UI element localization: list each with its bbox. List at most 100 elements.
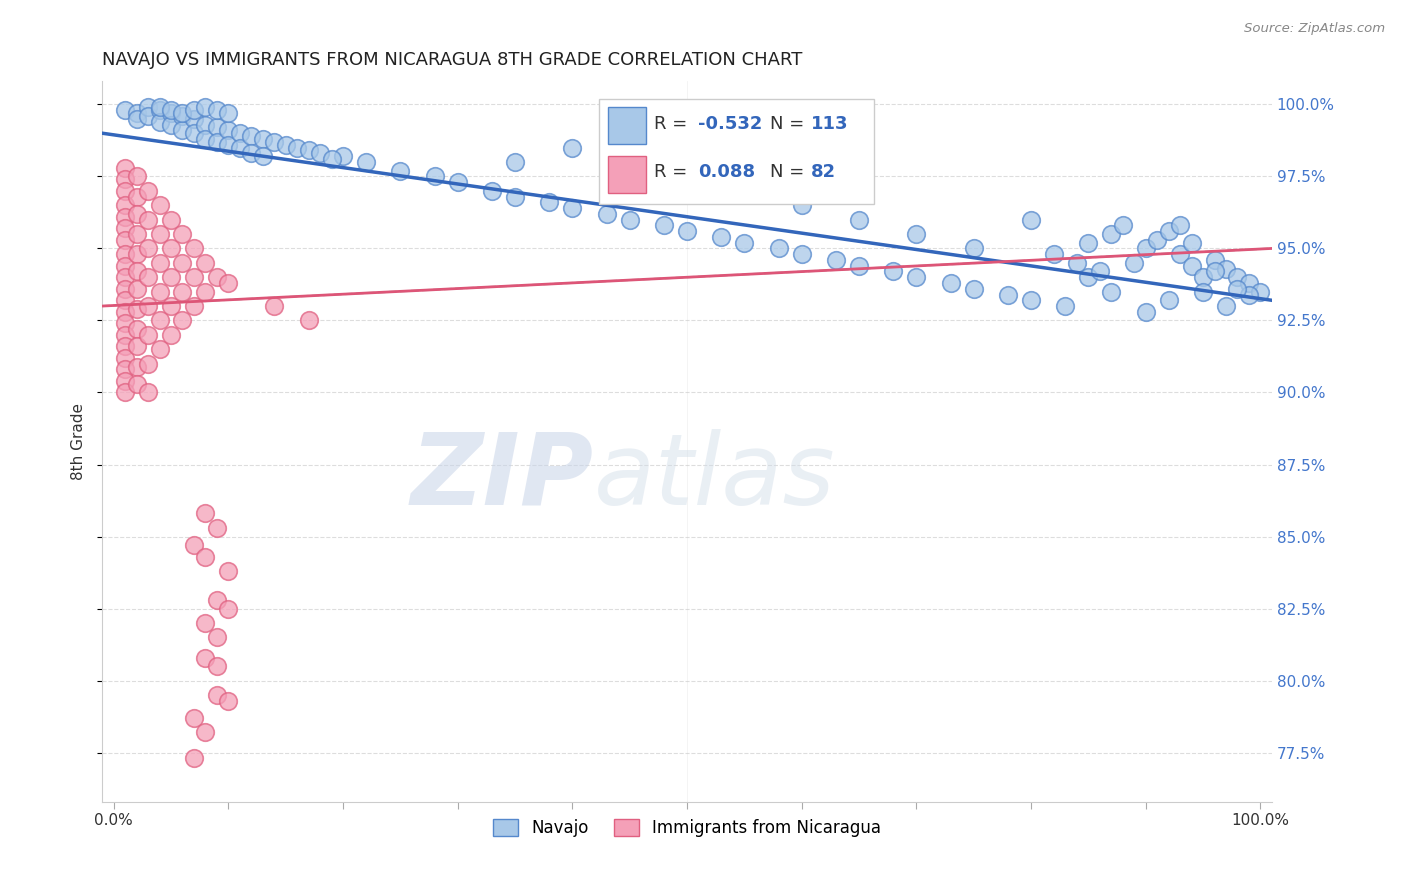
Point — [194, 118, 217, 132]
Point — [205, 120, 228, 135]
Point — [125, 112, 148, 126]
Point — [939, 276, 962, 290]
Point — [148, 227, 170, 241]
Point — [125, 106, 148, 120]
Point — [1157, 224, 1180, 238]
Point — [125, 189, 148, 203]
Point — [172, 123, 194, 137]
Point — [114, 172, 136, 186]
Point — [596, 207, 619, 221]
Point — [710, 230, 733, 244]
Point — [148, 256, 170, 270]
Point — [183, 112, 205, 126]
Point — [252, 132, 274, 146]
Point — [652, 219, 675, 233]
Point — [114, 198, 136, 212]
Point — [389, 163, 412, 178]
Point — [114, 270, 136, 285]
Point — [205, 593, 228, 607]
Point — [183, 242, 205, 256]
Point — [1157, 293, 1180, 308]
Point — [1077, 235, 1099, 250]
Point — [1099, 285, 1122, 299]
Point — [1215, 261, 1237, 276]
Point — [125, 264, 148, 278]
Point — [1099, 227, 1122, 241]
Point — [733, 184, 755, 198]
Point — [125, 359, 148, 374]
Point — [676, 224, 699, 238]
Point — [172, 256, 194, 270]
Point — [354, 155, 377, 169]
Text: atlas: atlas — [593, 429, 835, 526]
Point — [136, 299, 159, 313]
Point — [136, 184, 159, 198]
Point — [125, 339, 148, 353]
Point — [136, 270, 159, 285]
Point — [963, 282, 986, 296]
Text: NAVAJO VS IMMIGRANTS FROM NICARAGUA 8TH GRADE CORRELATION CHART: NAVAJO VS IMMIGRANTS FROM NICARAGUA 8TH … — [103, 51, 803, 69]
Point — [848, 259, 870, 273]
Point — [136, 100, 159, 114]
Point — [205, 688, 228, 702]
Point — [263, 135, 285, 149]
Point — [148, 198, 170, 212]
Point — [205, 135, 228, 149]
Point — [263, 299, 285, 313]
Point — [321, 152, 343, 166]
Point — [481, 184, 503, 198]
Point — [332, 149, 354, 163]
Point — [114, 233, 136, 247]
Point — [125, 282, 148, 296]
Point — [160, 118, 183, 132]
Point — [1135, 305, 1157, 319]
Point — [848, 212, 870, 227]
Point — [619, 212, 641, 227]
Point — [114, 210, 136, 224]
Point — [285, 140, 308, 154]
Point — [205, 270, 228, 285]
Point — [148, 285, 170, 299]
Point — [136, 357, 159, 371]
Point — [183, 126, 205, 140]
Point — [125, 301, 148, 316]
Point — [1077, 270, 1099, 285]
Point — [790, 198, 813, 212]
Point — [194, 615, 217, 630]
Point — [1204, 264, 1226, 278]
Point — [1237, 287, 1260, 301]
Point — [229, 126, 252, 140]
Point — [114, 316, 136, 330]
Point — [114, 339, 136, 353]
Point — [1204, 252, 1226, 267]
Point — [252, 149, 274, 163]
Point — [136, 385, 159, 400]
Point — [1066, 256, 1088, 270]
Point — [1112, 219, 1135, 233]
Text: ZIP: ZIP — [411, 429, 593, 526]
Point — [160, 103, 183, 117]
Point — [503, 189, 526, 203]
Point — [172, 109, 194, 123]
Point — [1226, 270, 1249, 285]
Point — [125, 207, 148, 221]
Point — [217, 123, 239, 137]
Point — [1054, 299, 1077, 313]
Point — [1146, 233, 1168, 247]
Point — [148, 114, 170, 128]
Point — [125, 322, 148, 336]
Point — [183, 299, 205, 313]
Point — [136, 212, 159, 227]
Point — [148, 343, 170, 357]
Point — [114, 305, 136, 319]
Point — [183, 270, 205, 285]
Point — [183, 538, 205, 552]
Point — [114, 362, 136, 376]
Point — [148, 100, 170, 114]
Point — [114, 221, 136, 235]
Point — [1043, 247, 1066, 261]
Legend: Navajo, Immigrants from Nicaragua: Navajo, Immigrants from Nicaragua — [486, 812, 887, 844]
Point — [561, 140, 583, 154]
Point — [183, 103, 205, 117]
Text: Source: ZipAtlas.com: Source: ZipAtlas.com — [1244, 22, 1385, 36]
